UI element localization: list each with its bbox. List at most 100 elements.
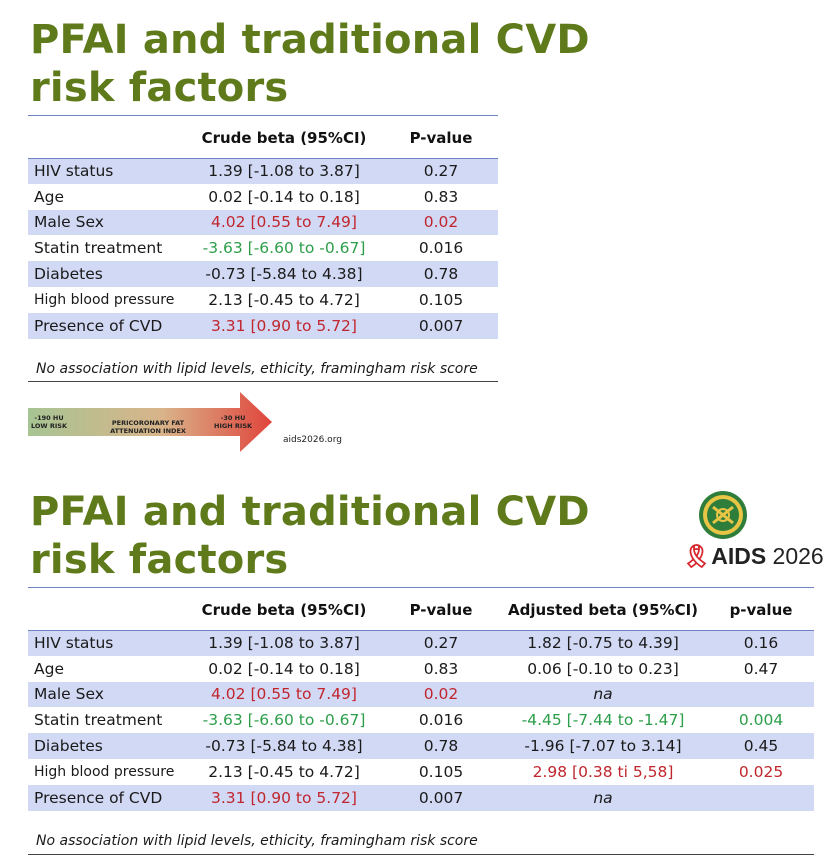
p-value: 0.27 bbox=[423, 634, 459, 653]
crude-beta-value: 3.31 [0.90 to 5.72] bbox=[211, 788, 357, 807]
crude-beta-value: 2.13 [-0.45 to 4.72] bbox=[208, 762, 360, 781]
aids-ribbon-icon: 🎗︎ bbox=[682, 543, 712, 569]
crude-beta-value: 0.02 [-0.14 to 0.18] bbox=[208, 187, 360, 206]
adjusted-beta-value: -4.45 [-7.44 to -1.47] bbox=[521, 711, 685, 730]
aids-conference-seal-icon bbox=[699, 491, 747, 539]
adjusted-p-value bbox=[708, 682, 814, 708]
row-label: Age bbox=[34, 659, 64, 678]
crude-beta-value: 1.39 [-1.08 to 3.87] bbox=[208, 634, 360, 653]
table-header-row: Crude beta (95%CI) P-value Adjusted beta… bbox=[28, 588, 814, 630]
adjusted-beta-value: 0.06 [-0.10 to 0.23] bbox=[527, 659, 679, 678]
header-crude-beta: Crude beta (95%CI) bbox=[201, 600, 367, 619]
arrow-low-hu: -190 HU bbox=[34, 414, 64, 422]
table-row: Presence of CVD 3.31 [0.90 to 5.72] 0.00… bbox=[28, 784, 814, 811]
header-adjusted-p-value: p-value bbox=[729, 600, 793, 619]
crude-beta-value: 4.02 [0.55 to 7.49] bbox=[211, 213, 357, 232]
table-header-row: Crude beta (95%CI) P-value bbox=[28, 116, 498, 158]
crude-beta-value: 0.02 [-0.14 to 0.18] bbox=[208, 659, 360, 678]
table-row: Presence of CVD 3.31 [0.90 to 5.72] 0.00… bbox=[28, 312, 498, 339]
p-value: 0.78 bbox=[423, 737, 459, 756]
table-row: Male Sex 4.02 [0.55 to 7.49] 0.02 na bbox=[28, 681, 814, 708]
p-value: 0.016 bbox=[418, 711, 464, 730]
row-label: Statin treatment bbox=[34, 239, 163, 258]
header-p-value: P-value bbox=[409, 128, 473, 147]
row-label: Presence of CVD bbox=[34, 788, 163, 807]
p-value: 0.007 bbox=[418, 316, 464, 335]
table-row: Statin treatment -3.63 [-6.60 to -0.67] … bbox=[28, 707, 814, 734]
crude-beta-value: -3.63 [-6.60 to -0.67] bbox=[202, 711, 366, 730]
crude-beta-value: -0.73 [-5.84 to 4.38] bbox=[205, 737, 363, 756]
p-value: 0.78 bbox=[423, 265, 459, 284]
row-label: Diabetes bbox=[34, 737, 103, 756]
slide2-top-rule bbox=[28, 587, 814, 588]
table-row: High blood pressure 2.13 [-0.45 to 4.72]… bbox=[28, 286, 498, 313]
adjusted-beta-value: 2.98 [0.38 ti 5,58] bbox=[532, 762, 674, 781]
adjusted-beta-value: na bbox=[593, 685, 613, 704]
header-label bbox=[28, 116, 184, 158]
slide1-footnote: No association with lipid levels, ethici… bbox=[36, 361, 478, 377]
table-row: Diabetes -0.73 [-5.84 to 4.38] 0.78 -1.9… bbox=[28, 733, 814, 759]
adjusted-beta-value: -1.96 [-7.07 to 3.14] bbox=[524, 737, 682, 756]
adjusted-p-value bbox=[708, 785, 814, 811]
table-row: HIV status 1.39 [-1.08 to 3.87] 0.27 bbox=[28, 158, 498, 184]
source-link: aids2026.org bbox=[283, 435, 342, 445]
p-value: 0.105 bbox=[418, 290, 464, 309]
slide1-bottom-rule bbox=[28, 381, 498, 382]
slide1-title-line1: PFAI and traditional CVD bbox=[30, 17, 590, 63]
arrow-center-label: PERICORONARY FAT ATTENUATION INDEX bbox=[110, 419, 186, 435]
slide2-results-table: Crude beta (95%CI) P-value Adjusted beta… bbox=[28, 588, 814, 811]
table-row: Male Sex 4.02 [0.55 to 7.49] 0.02 bbox=[28, 209, 498, 236]
crude-beta-value: 4.02 [0.55 to 7.49] bbox=[211, 685, 357, 704]
table-row: HIV status 1.39 [-1.08 to 3.87] 0.27 1.8… bbox=[28, 630, 814, 656]
slide2-title-line1: PFAI and traditional CVD bbox=[30, 489, 590, 535]
crude-beta-value: 1.39 [-1.08 to 3.87] bbox=[208, 162, 360, 181]
p-value: 0.02 bbox=[423, 685, 459, 704]
slide1-results-table: Crude beta (95%CI) P-value HIV status 1.… bbox=[28, 116, 498, 339]
adjusted-beta-value: na bbox=[593, 788, 613, 807]
logo-year-text: 2026 bbox=[766, 543, 824, 569]
row-label: High blood pressure bbox=[34, 291, 175, 308]
header-crude-beta: Crude beta (95%CI) bbox=[201, 128, 367, 147]
row-label: Diabetes bbox=[34, 265, 103, 284]
slide1-title-line2: risk factors bbox=[30, 65, 289, 111]
row-label: High blood pressure bbox=[34, 763, 175, 780]
crude-beta-value: 2.13 [-0.45 to 4.72] bbox=[208, 290, 360, 309]
adjusted-p-value: 0.004 bbox=[738, 711, 784, 730]
row-label: Statin treatment bbox=[34, 711, 163, 730]
crude-beta-value: 3.31 [0.90 to 5.72] bbox=[211, 316, 357, 335]
p-value: 0.105 bbox=[418, 762, 464, 781]
slide2-bottom-rule bbox=[28, 854, 814, 855]
header-label bbox=[28, 588, 184, 630]
adjusted-p-value: 0.45 bbox=[743, 737, 779, 756]
adjusted-p-value: 0.025 bbox=[738, 762, 784, 781]
header-adjusted-beta: Adjusted beta (95%CI) bbox=[507, 600, 699, 619]
arrow-high-label: -30 HU HIGH RISK bbox=[214, 414, 252, 430]
slide1-top-rule bbox=[28, 115, 498, 116]
adjusted-beta-value: 1.82 [-0.75 to 4.39] bbox=[527, 634, 679, 653]
slide2-title: PFAI and traditional CVD risk factors bbox=[30, 488, 590, 584]
logo-aids-text: AIDS bbox=[711, 543, 767, 569]
table-row: Age 0.02 [-0.14 to 0.18] 0.83 bbox=[28, 183, 498, 210]
p-value: 0.016 bbox=[418, 239, 464, 258]
row-label: Male Sex bbox=[34, 685, 104, 704]
arrow-high-risk: HIGH RISK bbox=[214, 422, 253, 430]
adjusted-p-value: 0.47 bbox=[743, 659, 779, 678]
p-value: 0.27 bbox=[423, 162, 459, 181]
header-p-value: P-value bbox=[409, 600, 473, 619]
table-row: Diabetes -0.73 [-5.84 to 4.38] 0.78 bbox=[28, 261, 498, 287]
crude-beta-value: -3.63 [-6.60 to -0.67] bbox=[202, 239, 366, 258]
pfai-gradient-arrow: -190 HU LOW RISK PERICORONARY FAT ATTENU… bbox=[28, 392, 272, 452]
p-value: 0.83 bbox=[423, 187, 459, 206]
table-row: Statin treatment -3.63 [-6.60 to -0.67] … bbox=[28, 235, 498, 262]
table-row: Age 0.02 [-0.14 to 0.18] 0.83 0.06 [-0.1… bbox=[28, 655, 814, 682]
p-value: 0.83 bbox=[423, 659, 459, 678]
table-row: High blood pressure 2.13 [-0.45 to 4.72]… bbox=[28, 758, 814, 785]
adjusted-p-value: 0.16 bbox=[743, 634, 779, 653]
arrow-low-label: -190 HU LOW RISK bbox=[31, 414, 67, 430]
arrow-low-risk: LOW RISK bbox=[31, 422, 68, 430]
row-label: Age bbox=[34, 187, 64, 206]
crude-beta-value: -0.73 [-5.84 to 4.38] bbox=[205, 265, 363, 284]
row-label: HIV status bbox=[34, 634, 114, 653]
p-value: 0.007 bbox=[418, 788, 464, 807]
slide1-title: PFAI and traditional CVD risk factors bbox=[30, 16, 590, 112]
